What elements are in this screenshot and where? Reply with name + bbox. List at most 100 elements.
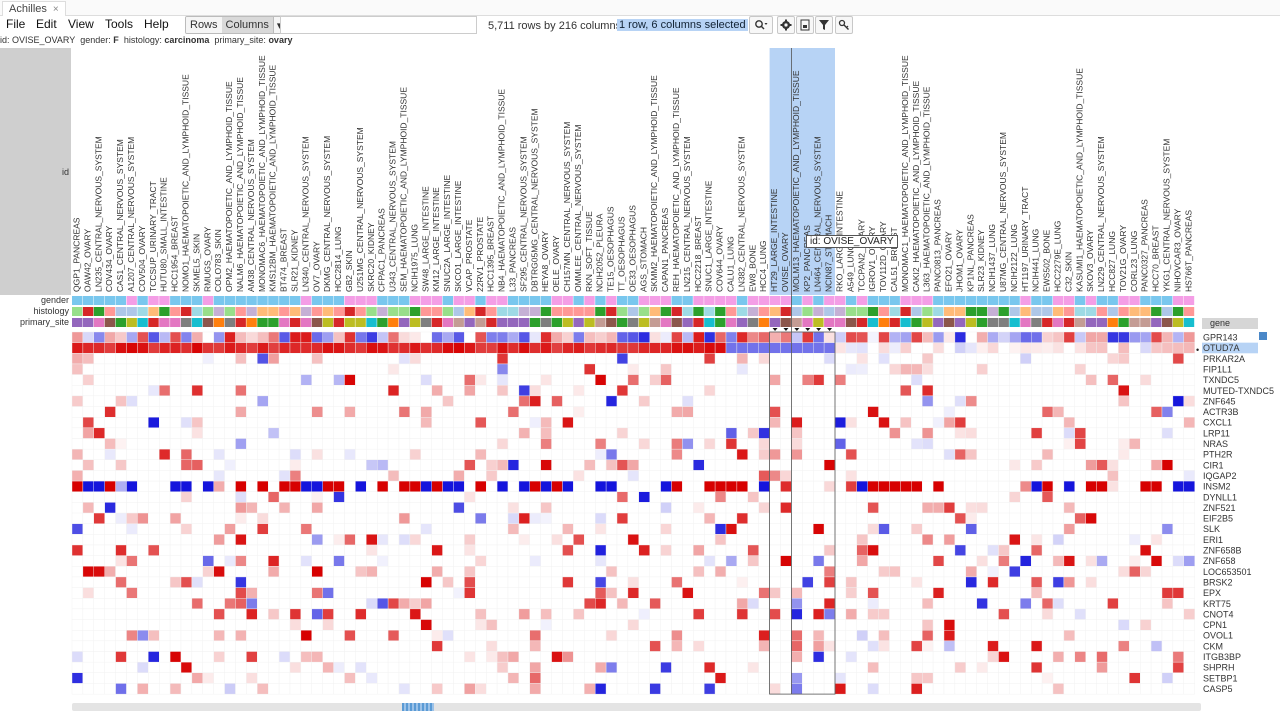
heatmap-cell[interactable] [137,683,149,695]
heatmap-cell[interactable] [584,395,596,407]
heatmap-cell[interactable] [366,683,378,695]
heatmap-cell[interactable] [71,683,84,695]
heatmap-cell[interactable] [71,342,84,354]
heatmap-cell[interactable] [257,459,269,471]
heatmap-cell[interactable] [769,651,781,663]
primary-site-cell[interactable] [627,318,639,327]
heatmap-cell[interactable] [791,555,803,567]
heatmap-cell[interactable] [1183,587,1195,599]
heatmap-cell[interactable] [704,427,716,439]
heatmap-cell[interactable] [780,417,792,429]
heatmap-cell[interactable] [224,630,236,642]
heatmap-cell[interactable] [813,502,825,514]
heatmap-cell[interactable] [693,491,705,503]
primary-site-cell[interactable] [562,318,573,327]
column-label[interactable]: YKG1_CENTRAL_NERVOUS_SYSTEM [1162,139,1172,292]
histology-cell[interactable] [268,307,279,316]
heatmap-cell[interactable] [398,406,411,418]
column-label[interactable]: U343_CENTRAL_NERVOUS_SYSTEM [388,141,398,292]
heatmap-cell[interactable] [1020,640,1032,652]
heatmap-cell[interactable] [562,438,574,450]
column-label[interactable]: NCIN87_STOMACH [824,215,834,292]
heatmap-cell[interactable] [911,683,923,695]
heatmap-cell[interactable] [529,661,541,674]
heatmap-cell[interactable] [649,470,661,482]
heatmap-cell[interactable] [965,608,977,620]
heatmap-cell[interactable] [954,640,967,652]
heatmap-cell[interactable] [1118,395,1130,407]
heatmap-cell[interactable] [573,353,585,365]
heatmap-cell[interactable] [845,566,858,578]
heatmap-cell[interactable] [1041,459,1054,471]
heatmap-cell[interactable] [180,395,193,407]
heatmap-cell[interactable] [311,661,323,674]
heatmap-cell[interactable] [747,417,759,429]
heatmap-cell[interactable] [355,630,367,642]
heatmap-cell[interactable] [377,427,389,439]
heatmap-cell[interactable] [1009,406,1021,418]
heatmap-cell[interactable] [540,459,552,471]
heatmap-cell[interactable] [867,459,879,471]
heatmap-cell[interactable] [1020,491,1032,503]
heatmap-cell[interactable] [922,619,934,631]
heatmap-cell[interactable] [224,587,236,599]
heatmap-cell[interactable] [1161,480,1174,492]
heatmap-cell[interactable] [922,363,934,375]
column-label[interactable]: HCC2814_LUNG [333,226,343,292]
heatmap-cell[interactable] [420,576,432,588]
heatmap-cell[interactable] [104,470,116,482]
heatmap-cell[interactable] [71,438,84,450]
heatmap-cell[interactable] [605,683,618,695]
heatmap-cell[interactable] [562,544,574,556]
column-label[interactable]: HS766T_PANCREAS [1183,210,1193,292]
heatmap-cell[interactable] [191,342,203,354]
heatmap-cell[interactable] [442,342,454,354]
heatmap-cell[interactable] [1150,363,1163,375]
heatmap-cell[interactable] [475,470,487,482]
heatmap-cell[interactable] [627,363,640,375]
heatmap-cell[interactable] [126,470,138,482]
heatmap-cell[interactable] [420,480,432,492]
heatmap-cell[interactable] [889,353,901,365]
heatmap-cell[interactable] [540,353,552,365]
heatmap-cell[interactable] [518,491,531,503]
heatmap-cell[interactable] [507,512,520,524]
primary-site-cell[interactable] [911,318,922,327]
heatmap-cell[interactable] [671,331,683,343]
heatmap-cell[interactable] [387,331,400,343]
heatmap-cell[interactable] [278,544,291,556]
heatmap-cell[interactable] [987,502,999,514]
heatmap-cell[interactable] [1161,374,1174,386]
heatmap-cell[interactable] [115,523,127,535]
heatmap-cell[interactable] [387,587,400,599]
heatmap-cell[interactable] [268,331,280,343]
heatmap-cell[interactable] [431,438,443,450]
heatmap-cell[interactable] [802,470,814,482]
heatmap-cell[interactable] [987,406,999,418]
heatmap-cell[interactable] [911,640,923,652]
heatmap-cell[interactable] [856,555,868,567]
column-label[interactable]: TCCPAN2_OVARY [856,219,866,292]
heatmap-cell[interactable] [224,459,236,471]
heatmap-cell[interactable] [704,502,716,514]
heatmap-cell[interactable] [1041,587,1054,599]
heatmap-cell[interactable] [420,470,432,482]
heatmap-cell[interactable] [289,544,302,556]
heatmap-cell[interactable] [595,427,607,439]
heatmap-cell[interactable] [518,470,531,482]
heatmap-cell[interactable] [191,630,203,642]
gene-row-label[interactable]: EIF2B5 [1203,514,1233,524]
heatmap-cell[interactable] [998,576,1010,588]
heatmap-cell[interactable] [257,555,269,567]
heatmap-cell[interactable] [813,342,825,354]
heatmap-cell[interactable] [322,438,334,450]
heatmap-cell[interactable] [714,544,727,556]
heatmap-cell[interactable] [1085,576,1097,588]
heatmap-cell[interactable] [453,651,465,663]
heatmap-cell[interactable] [453,566,465,578]
heatmap-cell[interactable] [366,555,378,567]
heatmap-cell[interactable] [104,523,116,535]
heatmap-cell[interactable] [311,512,323,524]
column-label[interactable]: NCIH2052_PLEURA [595,213,605,292]
heatmap-cell[interactable] [965,342,977,354]
